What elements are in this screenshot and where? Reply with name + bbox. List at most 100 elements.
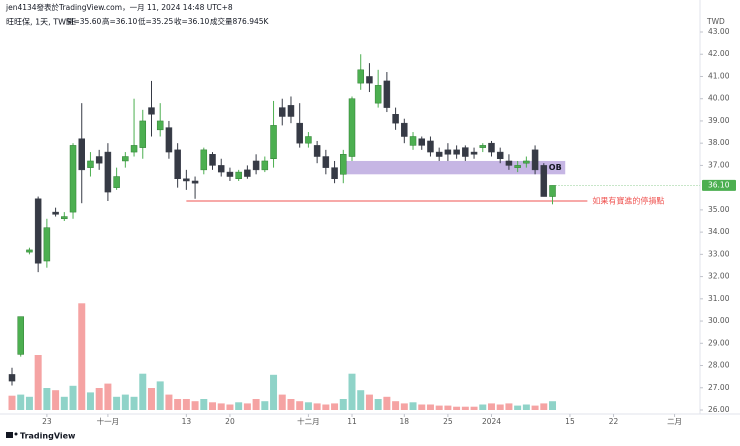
candle-body: [540, 165, 548, 197]
candle-body: [52, 211, 59, 215]
candle-body: [209, 154, 216, 166]
volume-bar: [313, 403, 321, 410]
volume-bar: [505, 403, 513, 410]
y-tick-label: 42.00: [708, 49, 730, 58]
volume-bar: [165, 394, 173, 410]
volume-bar: [95, 388, 103, 410]
volume-bar: [392, 401, 400, 410]
volume-bar: [86, 392, 94, 410]
volume-bar: [487, 403, 495, 410]
volume-bar: [296, 401, 304, 410]
candle-body: [235, 171, 242, 180]
candle-body: [104, 151, 112, 193]
y-tick-label: 38.00: [708, 138, 730, 147]
volume-bar: [191, 401, 199, 410]
candle-body: [200, 149, 208, 171]
x-tick-label: 18: [400, 417, 410, 426]
y-tick-label: 41.00: [708, 71, 730, 80]
ohlcv-label: 高=36.10: [102, 16, 137, 26]
x-tick-label: 2024: [482, 417, 501, 426]
candle-body: [296, 122, 303, 144]
candle-body: [43, 227, 51, 262]
candle-body: [549, 185, 556, 197]
volume-bar: [426, 404, 434, 410]
candle-body: [183, 178, 190, 182]
candle-body: [496, 151, 504, 159]
y-tick-label: 29.00: [708, 338, 730, 347]
volume-bar: [531, 405, 539, 410]
candle-body: [322, 156, 330, 168]
candle-body: [8, 374, 16, 382]
x-tick-label: 十二月: [297, 416, 320, 426]
volume-bar: [540, 403, 548, 410]
volume-bar: [348, 373, 356, 410]
x-tick-label: 十一月: [97, 416, 120, 426]
candle-body: [34, 198, 42, 264]
y-tick-label: 35.00: [708, 205, 730, 214]
candle-body: [348, 98, 356, 157]
y-tick-label: 31.00: [708, 294, 730, 303]
y-tick-label: 33.00: [708, 249, 730, 258]
ob-label: OB: [549, 163, 562, 172]
x-tick-label: 20: [225, 417, 235, 426]
volume-bar: [383, 396, 391, 410]
x-tick-label: 22: [609, 417, 619, 426]
candle-body: [191, 180, 199, 184]
candle-body: [26, 249, 33, 253]
candle-body: [174, 149, 181, 180]
candle-body: [226, 171, 234, 177]
ohlcv-label: 成交量876.945K: [210, 16, 270, 26]
brand: TradingView: [20, 432, 76, 441]
candle-body: [418, 138, 425, 146]
ohlcv-label: 低=35.25: [138, 16, 173, 26]
volume-bar: [156, 381, 164, 410]
candle-body: [374, 85, 382, 104]
candle-body: [165, 127, 173, 153]
volume-bar: [322, 404, 330, 410]
volume-bar: [461, 406, 469, 410]
volume-bar: [104, 383, 112, 410]
y-tick-label: 39.00: [708, 116, 730, 125]
volume-bar: [304, 402, 312, 410]
candle-body: [435, 151, 443, 157]
candle-body: [305, 136, 312, 144]
candle-body: [479, 145, 487, 148]
volume-bar: [331, 403, 339, 410]
volume-bar: [182, 399, 190, 410]
candle-body: [78, 138, 85, 171]
volume-layer: [8, 303, 557, 410]
volume-bar: [69, 385, 77, 410]
candle-body: [113, 176, 120, 188]
candle-body: [156, 120, 164, 131]
volume-bar: [200, 399, 208, 410]
volume-bar: [479, 404, 487, 410]
volume-bar: [514, 405, 522, 410]
candle-body: [313, 145, 321, 157]
candle-body: [523, 160, 530, 164]
y-tick-label: 43.00: [708, 27, 730, 36]
candle-body: [453, 149, 460, 155]
candle-body: [130, 145, 138, 153]
x-tick-label: 二月: [667, 417, 682, 426]
candle-body: [366, 76, 373, 84]
volume-bar: [43, 388, 51, 410]
stop-line-label: 如果有寶進的停損點: [592, 195, 664, 205]
volume-bar: [8, 395, 16, 410]
y-tick-label: 34.00: [708, 227, 730, 236]
candle-body: [383, 80, 391, 108]
candle-body: [340, 154, 347, 175]
y-tick-label: 28.00: [708, 361, 730, 370]
x-tick-label: 23: [42, 417, 52, 426]
candle-body: [148, 107, 155, 115]
candle-body: [217, 165, 225, 173]
last-price-label: 36.10: [708, 180, 730, 189]
symbol: 旺旺保, 1天, TWSE: [6, 17, 76, 27]
volume-bar: [139, 373, 147, 410]
volume-bar: [34, 355, 42, 410]
volume-bar: [60, 396, 68, 410]
volume-bar: [522, 404, 530, 410]
volume-bar: [261, 401, 269, 410]
volume-bar: [418, 404, 426, 410]
candle-body: [401, 122, 408, 137]
